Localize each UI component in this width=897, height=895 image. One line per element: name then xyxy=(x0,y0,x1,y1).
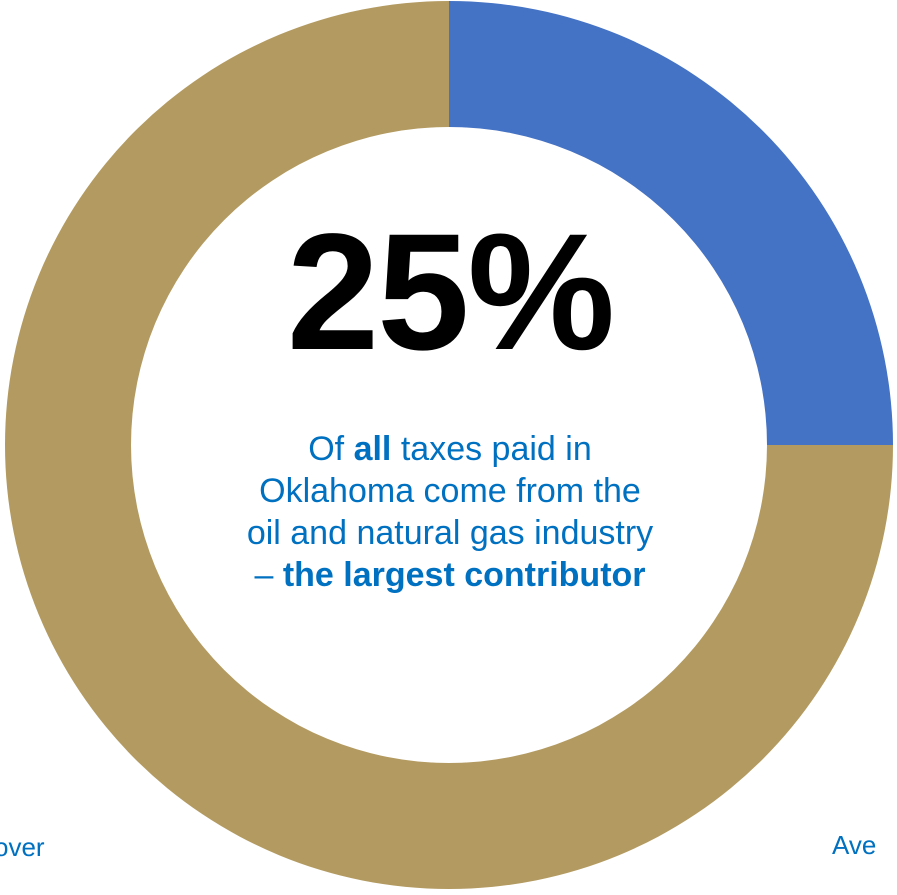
cut-off-label-right: Ave xyxy=(832,830,877,860)
center-callout: 25% Of all taxes paid in Oklahoma come f… xyxy=(130,210,770,596)
description-line-1: Of all taxes paid in xyxy=(130,428,770,470)
cut-off-label-left: over xyxy=(0,832,45,862)
donut-slice-1 xyxy=(449,1,893,445)
description-line-2: Oklahoma come from the xyxy=(259,472,641,510)
description-line-3: oil and natural gas industry xyxy=(246,514,654,552)
description-text: Of all taxes paid in Oklahoma come from … xyxy=(130,428,770,596)
description-line-1-post: taxes paid in xyxy=(391,430,592,468)
description-line-1-pre: Of xyxy=(308,430,354,468)
donut-slices xyxy=(5,1,893,889)
percent-value: 25% xyxy=(286,200,615,385)
description-dash: – xyxy=(254,556,283,594)
description-line-4: – the largest contributor xyxy=(130,554,770,596)
description-emphasis-largest: the largest contributor xyxy=(282,556,646,594)
description-emphasis-all: all xyxy=(353,430,392,468)
